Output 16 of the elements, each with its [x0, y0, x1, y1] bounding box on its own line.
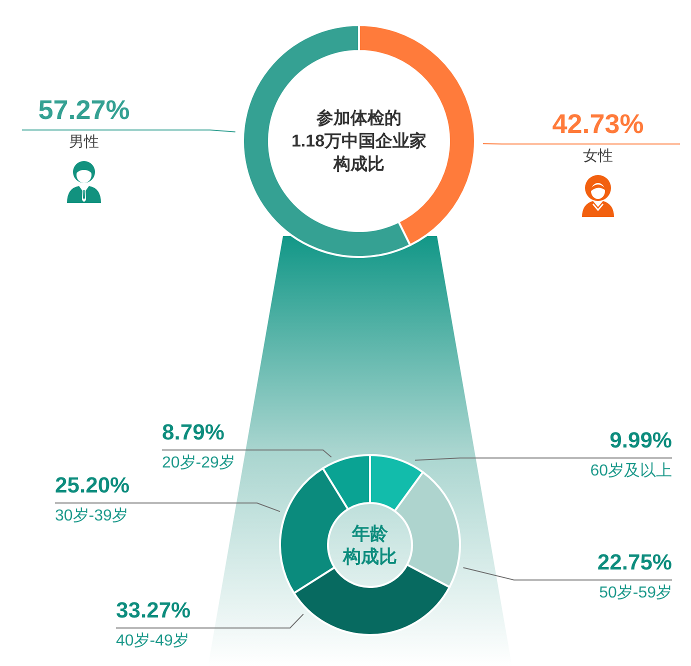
slice-label: 女性 [583, 148, 613, 164]
data-label: 33.27% [116, 598, 191, 622]
data-label: 9.99% [610, 428, 672, 452]
text: 年龄构成比 [342, 524, 397, 566]
slice-label: 40岁-49岁 [116, 632, 189, 650]
slice-label: 30岁-39岁 [55, 506, 128, 524]
text: 参加体检的1.18万中国企业家构成比 [291, 108, 427, 174]
data-label: 8.79% [162, 420, 224, 444]
slice-label: 男性 [69, 134, 99, 150]
slice-label: 20岁-29岁 [162, 454, 235, 472]
data-label: 57.27% [38, 95, 130, 125]
data-label: 42.73% [552, 109, 644, 139]
data-label: 25.20% [55, 472, 130, 498]
data-label: 22.75% [597, 550, 672, 574]
slice-label: 60岁及以上 [590, 462, 672, 480]
slice-label: 50岁-59岁 [599, 584, 672, 602]
